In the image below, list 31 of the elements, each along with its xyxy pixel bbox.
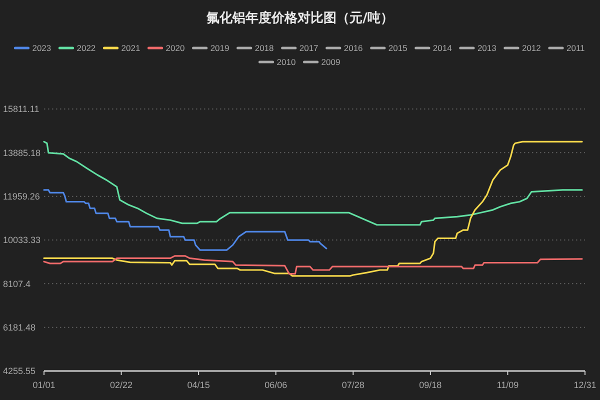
y-tick-label: 15811.11 (3, 104, 40, 114)
legend-label: 2016 (344, 43, 364, 54)
x-tick-label: 06/06 (264, 380, 288, 390)
y-tick-label: 4255.55 (3, 366, 36, 376)
y-tick-label: 6181.48 (3, 322, 36, 333)
x-tick-label: 02/22 (110, 380, 133, 390)
legend-label: 2022 (76, 43, 96, 54)
legend-label: 2018 (254, 43, 274, 54)
x-tick-label: 07/28 (342, 380, 364, 390)
legend-label: 2023 (32, 43, 52, 54)
chart-title: 氟化铝年度价格对比图（元/吨） (206, 10, 394, 26)
legend-label: 2017 (299, 43, 319, 54)
x-tick-label: 09/18 (419, 380, 442, 390)
legend-label: 2010 (276, 57, 296, 68)
legend-label: 2011 (566, 43, 586, 54)
y-tick-label: 11959.26 (3, 192, 40, 202)
x-tick-label: 01/01 (32, 380, 56, 390)
legend-label: 2014 (432, 43, 452, 54)
y-tick-label: 13885.18 (3, 148, 41, 158)
legend-label: 2013 (477, 43, 497, 54)
legend-label: 2021 (121, 43, 140, 54)
x-tick-label: 04/15 (187, 380, 210, 390)
x-tick-label: 12/31 (574, 380, 596, 390)
y-tick-label: 8107.4 (3, 278, 31, 289)
x-tick-label: 11/09 (496, 380, 519, 390)
legend-label: 2020 (166, 43, 185, 54)
y-tick-label: 10033.33 (3, 235, 41, 246)
legend-label: 2015 (388, 43, 408, 54)
legend-label: 2012 (522, 43, 542, 54)
legend-label: 2019 (210, 43, 230, 54)
legend-label: 2009 (321, 57, 340, 68)
